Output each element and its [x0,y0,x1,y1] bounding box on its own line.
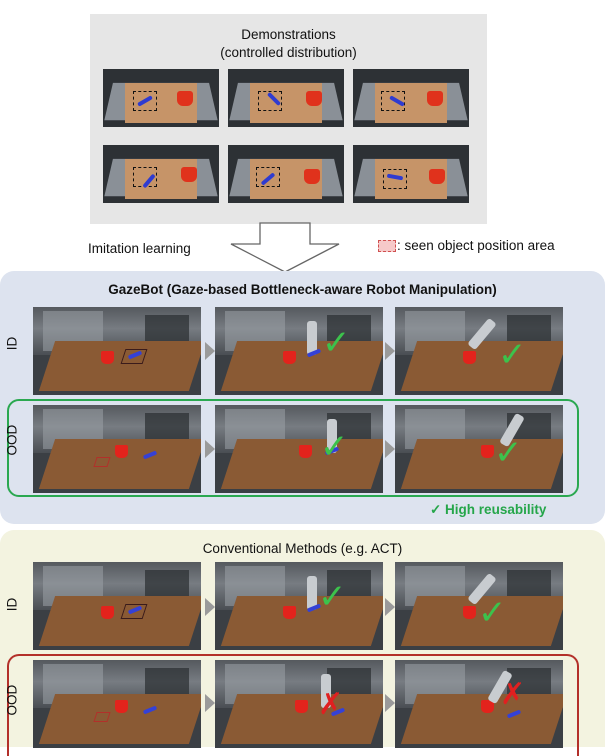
checkmark-icon: ✓ [320,427,349,467]
gazebot-ood-frame-3 [395,405,563,493]
conventional-ood-outline [7,654,579,756]
triangle-arrow-icon [205,598,215,616]
demo-image [228,69,344,127]
gazebot-ood-frame-2 [215,405,383,493]
conventional-id-frame-2 [215,562,383,650]
conventional-ood-frame-1 [33,660,201,748]
legend-text: : seen object position area [397,238,555,253]
checkmark-icon: ✓ [478,593,507,633]
triangle-arrow-icon [205,440,215,458]
demo-image [103,69,219,127]
cross-icon: ✗ [318,687,344,722]
checkmark-icon: ✓ [322,323,351,363]
checkmark-icon: ✓ [498,335,527,375]
conventional-ood-frame-3 [395,660,563,748]
triangle-arrow-icon [385,598,395,616]
demonstrations-panel: Demonstrations (controlled distribution) [90,14,487,224]
cross-icon: ✗ [500,677,526,712]
gazebot-id-frame-3 [395,307,563,395]
conventional-ood-frame-2 [215,660,383,748]
gazebot-id-frame-2 [215,307,383,395]
conventional-row-label-id: ID [4,597,20,612]
triangle-arrow-icon [385,694,395,712]
demonstrations-title: Demonstrations [241,27,336,42]
demo-image [103,145,219,203]
gazebot-id-frame-1 [33,307,201,395]
gazebot-row-label-id: ID [4,336,20,351]
demonstrations-subtitle: (controlled distribution) [220,45,357,60]
checkmark-icon: ✓ [494,433,523,473]
demo-image [353,69,469,127]
imitation-learning-label: Imitation learning [88,241,191,256]
conventional-row-label-ood: OOD [4,684,20,716]
gazebot-ood-outline [7,399,579,497]
gazebot-row-label-ood: OOD [4,424,20,456]
down-arrow-icon [230,222,340,273]
conventional-id-frame-1 [33,562,201,650]
triangle-arrow-icon [205,694,215,712]
conventional-id-frame-3 [395,562,563,650]
triangle-arrow-icon [385,342,395,360]
triangle-arrow-icon [205,342,215,360]
high-reusability-label: ✓ High reusability [430,502,547,517]
seen-area-swatch-icon [378,240,396,252]
gazebot-ood-frame-1 [33,405,201,493]
conventional-title: Conventional Methods (e.g. ACT) [202,541,403,556]
gazebot-title: GazeBot (Gaze-based Bottleneck-aware Rob… [108,282,497,297]
demo-image [353,145,469,203]
triangle-arrow-icon [385,440,395,458]
demo-image [228,145,344,203]
checkmark-icon: ✓ [318,577,347,617]
